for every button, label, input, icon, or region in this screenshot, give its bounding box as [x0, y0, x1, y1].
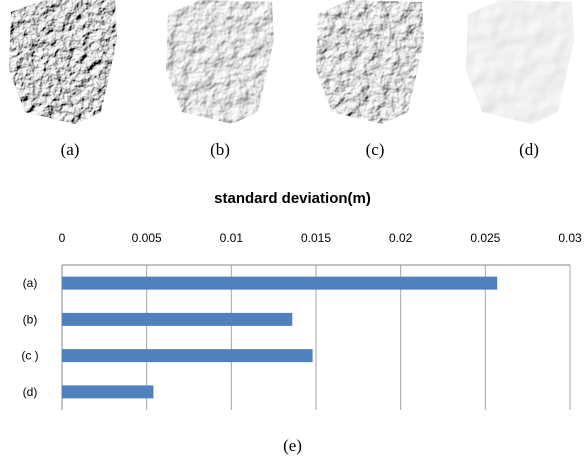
figure-caption: (e) [283, 436, 302, 455]
x-tick-label: 0.02 [389, 231, 413, 245]
category-label: (b) [23, 312, 38, 326]
panel-caption-b: (b) [210, 140, 230, 159]
x-tick-label: 0.015 [301, 231, 331, 245]
x-tick-label: 0.01 [220, 231, 244, 245]
bar [62, 312, 293, 326]
category-label: (d) [23, 385, 38, 399]
chart-title: standard deviation(m) [214, 190, 371, 207]
panel-caption-a: (a) [60, 140, 80, 159]
panel-caption-c: (c) [365, 140, 385, 159]
surface-render-b [160, 0, 280, 124]
category-label: (c ) [21, 349, 38, 363]
x-tick-label: 0.025 [470, 231, 500, 245]
bar [62, 385, 154, 399]
surface-render-a [5, 0, 125, 124]
bar [62, 349, 313, 363]
surface-render-d [460, 0, 580, 124]
surface-render-c [310, 0, 430, 124]
bar [62, 276, 498, 290]
x-tick-label: 0 [59, 231, 66, 245]
panel-caption-d: (d) [519, 140, 539, 159]
category-label: (a) [23, 276, 38, 290]
x-tick-label: 0.03 [558, 231, 582, 245]
x-tick-label: 0.005 [132, 231, 162, 245]
